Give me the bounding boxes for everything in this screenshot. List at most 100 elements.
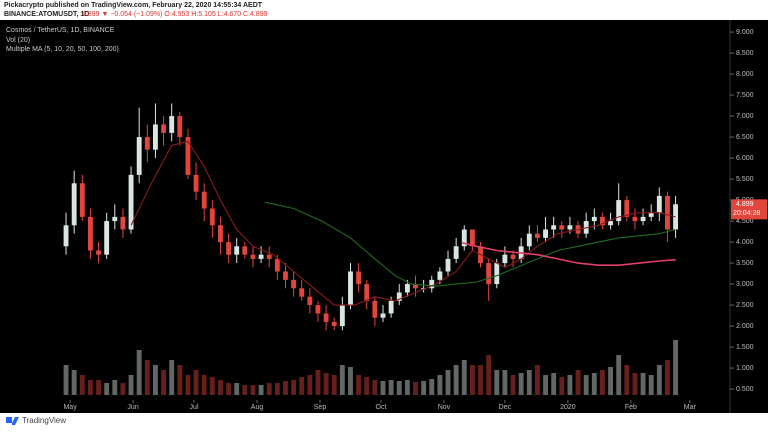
volume-bar <box>242 385 248 395</box>
volume-bar <box>567 375 573 395</box>
volume-bar <box>112 380 118 395</box>
candle-body <box>591 216 597 222</box>
x-tick-label: Dec <box>499 404 512 411</box>
candle-body <box>201 191 207 209</box>
volume-bar <box>656 365 662 395</box>
volume-bar <box>87 380 93 395</box>
candle-body <box>283 271 288 280</box>
x-tick-label: Jul <box>190 404 199 411</box>
volume-bar <box>250 385 256 395</box>
candle-body <box>87 216 93 251</box>
y-tick-label: 0.500 <box>736 386 754 393</box>
volume-bar <box>583 375 589 395</box>
candle-body <box>339 305 345 327</box>
volume-bar <box>266 383 272 395</box>
volume-bar <box>136 350 142 395</box>
y-tick-label: 2.000 <box>736 323 754 330</box>
y-tick-label: 3.000 <box>736 281 754 288</box>
candle-body <box>226 242 232 255</box>
candle-body <box>656 195 662 213</box>
candle-body <box>315 305 321 314</box>
candle-body <box>632 216 638 222</box>
volume-bar <box>461 360 467 395</box>
volume-bar <box>543 375 548 395</box>
last-price: 4.899 <box>736 201 754 208</box>
volume-bar <box>673 340 679 395</box>
candle-body <box>144 137 150 150</box>
moving-average <box>265 201 676 287</box>
candle-body <box>63 225 69 247</box>
x-tick-label: Jun <box>127 404 138 411</box>
volume-bar <box>429 379 435 395</box>
candle-body <box>534 233 540 238</box>
candle-body <box>551 225 557 230</box>
volume-bar <box>79 375 85 395</box>
candle-body <box>128 174 134 230</box>
volume-bar <box>201 375 207 395</box>
volume-bar <box>128 375 134 395</box>
y-tick-label: 9.000 <box>736 29 754 36</box>
candle-body <box>193 174 199 192</box>
volume-bar <box>388 380 394 395</box>
volume-bar <box>291 380 297 395</box>
brand: TradingView <box>22 416 66 425</box>
volume-bar <box>404 380 410 395</box>
candle-body <box>510 254 516 259</box>
volume-bar <box>518 373 524 395</box>
moving-average <box>462 242 676 266</box>
x-tick-label: Aug <box>251 404 264 411</box>
candle-body <box>323 313 329 322</box>
candle-body <box>364 284 370 301</box>
candle-body <box>274 258 280 272</box>
x-tick-label: Oct <box>376 404 387 411</box>
volume-bar <box>315 370 321 395</box>
candle-body <box>120 216 126 230</box>
candle-body <box>71 183 77 226</box>
x-tick-label: Sep <box>314 404 327 411</box>
volume-bar <box>437 375 443 395</box>
candle-body <box>177 116 183 138</box>
volume-bar <box>648 375 654 395</box>
candle-body <box>104 221 110 255</box>
volume-bar <box>364 377 370 395</box>
candle-body <box>96 250 101 255</box>
y-tick-label: 4.000 <box>736 239 754 246</box>
volume-bar <box>599 370 605 395</box>
volume-bar <box>218 380 223 395</box>
candle-body <box>218 225 223 243</box>
volume-bar <box>413 382 418 395</box>
volume-bar <box>526 370 532 395</box>
volume-bar <box>616 355 622 395</box>
y-tick-label: 7.000 <box>736 113 754 120</box>
candle-body <box>502 254 508 264</box>
countdown: 20:04:28 <box>733 210 760 217</box>
x-tick-label: Mar <box>684 404 697 411</box>
x-tick-label: 2020 <box>560 404 576 411</box>
volume-bar <box>453 365 459 395</box>
y-tick-label: 7.500 <box>736 92 754 99</box>
volume-bar <box>494 370 500 395</box>
volume-bar <box>534 365 540 395</box>
volume-bar <box>258 385 264 395</box>
volume-bar <box>169 360 175 395</box>
volume-bar <box>323 373 329 395</box>
y-tick-label: 1.500 <box>736 344 754 351</box>
candle-body <box>567 225 573 230</box>
volume-bar <box>559 377 565 395</box>
candle-body <box>79 183 85 217</box>
volume-bar <box>177 365 183 395</box>
volume-bar <box>469 365 475 395</box>
volume-bar <box>445 370 451 395</box>
candle-body <box>380 313 386 318</box>
candle-body <box>608 221 613 226</box>
volume-bar <box>193 370 199 395</box>
candle-body <box>372 300 378 318</box>
x-tick-label: Nov <box>438 404 451 411</box>
volume-bar <box>283 381 288 395</box>
candle-body <box>209 208 215 226</box>
volume-bar <box>624 365 630 395</box>
candle-body <box>665 195 670 230</box>
candle-body <box>112 216 118 222</box>
volume-bar <box>502 370 508 395</box>
volume-bar <box>421 381 427 395</box>
